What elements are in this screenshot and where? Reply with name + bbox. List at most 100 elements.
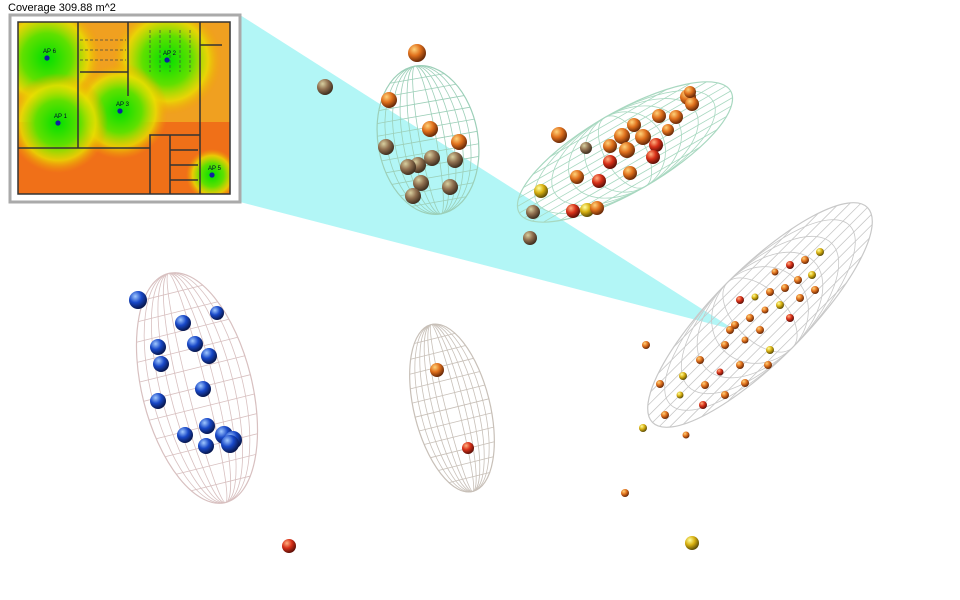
wire-parallel [138,301,218,322]
sphere [796,294,804,302]
sphere [764,361,772,369]
sphere [408,44,426,62]
sphere [721,391,729,399]
sphere [592,174,606,188]
sphere [187,336,203,352]
sphere [801,256,809,264]
sphere [679,372,687,380]
sphere [682,431,690,439]
projection-beam [240,15,735,330]
sphere [731,321,739,329]
sphere [676,391,684,399]
sphere [808,271,816,279]
coverage-inset: AP 6 AP 2 AP 3 AP 1 AP 5 [8,13,242,204]
sphere [603,155,617,169]
sphere [776,301,784,309]
sphere [741,379,749,387]
sphere [756,326,764,334]
sphere [580,142,592,154]
wire-parallel [583,146,701,215]
sphere [716,368,724,376]
sphere [195,381,211,397]
sphere [619,142,635,158]
sphere [603,139,617,153]
sphere [590,201,604,215]
wire-parallel [682,237,870,425]
sphere [741,336,749,344]
sphere [153,356,169,372]
sphere [816,248,824,256]
sphere [635,129,651,145]
wire-parallel [412,384,485,404]
wire-parallel [139,355,245,383]
wire-parallel [532,83,691,175]
wire-parallel [191,475,251,492]
sphere [751,293,759,301]
sphere [685,97,699,111]
sphere [175,315,191,331]
sphere [669,110,683,124]
sphere [447,152,463,168]
ap-label: AP 6 [43,49,57,55]
wire-parallel [669,224,873,428]
sphere [526,205,540,219]
sphere [696,356,704,364]
wire-parallel [648,203,861,416]
sphere [462,442,474,454]
access-points: AP 6 AP 2 AP 3 AP 1 AP 5 [43,49,222,178]
sphere [684,86,696,98]
walls [17,21,231,195]
ellipsoid [409,323,495,493]
wire-parallel [149,393,255,421]
ap-label: AP 2 [163,51,177,57]
sphere [614,128,630,144]
sphere [794,276,802,284]
wire-parallel [389,73,445,84]
ap-dot [117,108,123,114]
wire-parallel [419,412,492,432]
wire-parallel [647,202,851,406]
ap-dot [44,55,50,61]
sphere [201,348,217,364]
sphere [662,124,674,136]
spheres [129,44,824,553]
wire-parallel [411,196,467,207]
sphere [627,118,641,132]
sphere [623,166,637,180]
ap-dot [164,57,170,63]
sphere [649,138,663,152]
wire-parallel [652,207,868,423]
sphere [726,326,734,334]
sphere [746,314,754,322]
wire-parallel [410,371,480,390]
sphere [786,314,794,322]
sphere [766,346,774,354]
wire-parallel [391,169,478,185]
wire-parallel [549,89,667,158]
sphere [566,204,580,218]
sphere [639,424,647,432]
wire-parallel [673,228,793,348]
sphere [736,296,744,304]
sphere [811,286,819,294]
sphere [317,79,333,95]
sphere [198,438,214,454]
wire-parallel [143,284,203,301]
sphere [551,127,567,143]
ap-label: AP 1 [54,114,68,120]
ap-label: AP 3 [116,102,130,108]
wire-parallel [414,332,456,344]
sphere [400,159,416,175]
wire-parallel [659,214,872,427]
sphere [210,306,224,320]
sphere [621,489,629,497]
ap-dot [55,120,61,126]
sphere [656,380,664,388]
sphere [221,435,239,453]
wire-parallel [378,95,465,111]
sphere [786,261,794,269]
sphere [442,179,458,195]
sphere [781,284,789,292]
sphere [405,188,421,204]
